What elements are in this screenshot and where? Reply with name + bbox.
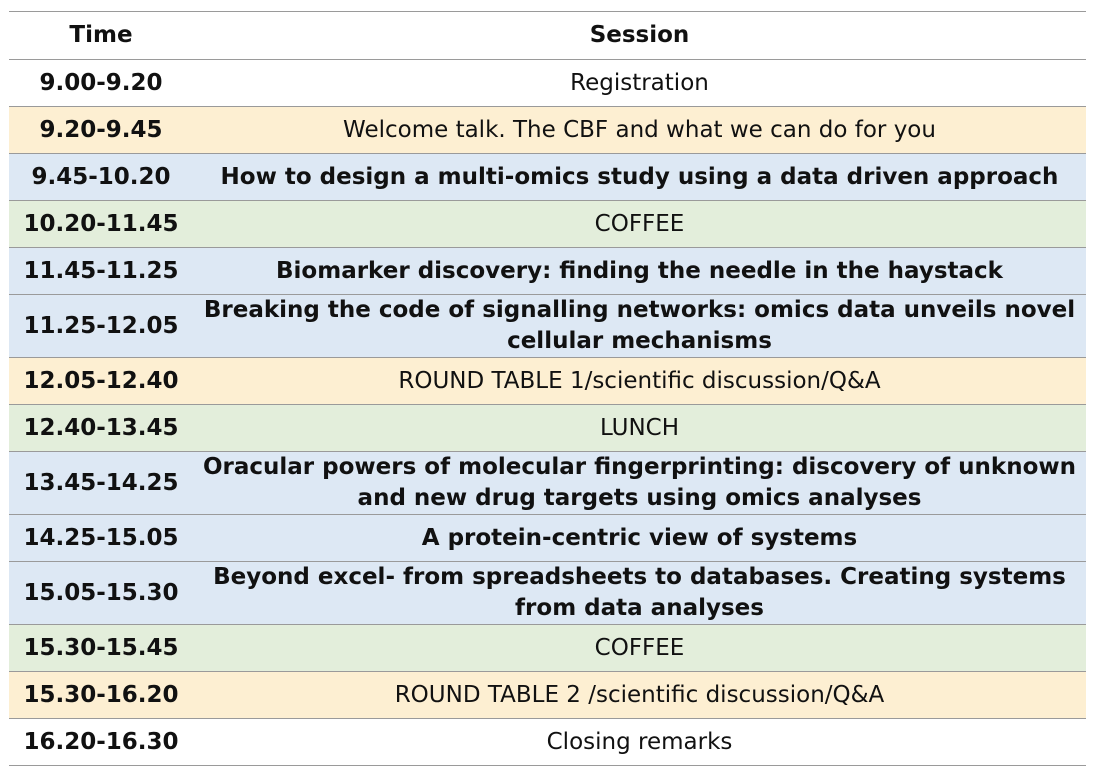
session-column-header: Session bbox=[193, 11, 1086, 60]
session-cell: Welcome talk. The CBF and what we can do… bbox=[193, 106, 1086, 154]
schedule-body: 9.00-9.20 Registration 9.20-9.45 Welcome ta… bbox=[9, 59, 1086, 766]
session-cell: A protein-centric view of systems bbox=[193, 514, 1086, 562]
table-row: 12.05-12.40 ROUND TABLE 1/scientific disc… bbox=[9, 357, 1086, 405]
table-row: 9.00-9.20 Registration bbox=[9, 59, 1086, 107]
time-cell: 13.45-14.25 bbox=[9, 451, 193, 515]
table-row: 14.25-15.05 A protein-centric view of sys… bbox=[9, 514, 1086, 562]
time-cell: 9.00-9.20 bbox=[9, 59, 193, 107]
session-cell: Closing remarks bbox=[193, 718, 1086, 766]
table-row: 13.45-14.25 Oracular powers of molecular … bbox=[9, 451, 1086, 515]
session-cell: Oracular powers of molecular fingerprint… bbox=[193, 451, 1086, 515]
session-cell: Biomarker discovery: finding the needle … bbox=[193, 247, 1086, 295]
time-cell: 12.40-13.45 bbox=[9, 404, 193, 452]
table-row: 15.30-15.45 COFFEE bbox=[9, 624, 1086, 672]
time-cell: 14.25-15.05 bbox=[9, 514, 193, 562]
session-cell: COFFEE bbox=[193, 200, 1086, 248]
table-row: 9.20-9.45 Welcome talk. The CBF and what … bbox=[9, 106, 1086, 154]
time-cell: 12.05-12.40 bbox=[9, 357, 193, 405]
session-cell: ROUND TABLE 1/scientific discussion/Q&A bbox=[193, 357, 1086, 405]
time-cell: 15.30-15.45 bbox=[9, 624, 193, 672]
time-cell: 15.30-16.20 bbox=[9, 671, 193, 719]
table-row: 9.45-10.20 How to design a multi-omics st… bbox=[9, 153, 1086, 201]
session-cell: How to design a multi-omics study using … bbox=[193, 153, 1086, 201]
time-cell: 9.45-10.20 bbox=[9, 153, 193, 201]
session-cell: COFFEE bbox=[193, 624, 1086, 672]
session-cell: Beyond excel- from spreadsheets to datab… bbox=[193, 561, 1086, 625]
schedule-table: Time Session 9.00-9.20 Registration 9.20-9… bbox=[9, 11, 1086, 766]
session-cell: ROUND TABLE 2 /scientific discussion/Q&A bbox=[193, 671, 1086, 719]
time-cell: 9.20-9.45 bbox=[9, 106, 193, 154]
table-row: 11.45-11.25 Biomarker discovery: finding … bbox=[9, 247, 1086, 295]
session-cell: LUNCH bbox=[193, 404, 1086, 452]
time-cell: 15.05-15.30 bbox=[9, 561, 193, 625]
table-row: 15.05-15.30 Beyond excel- from spreadshee… bbox=[9, 561, 1086, 625]
header-row: Time Session bbox=[9, 11, 1086, 60]
time-cell: 11.45-11.25 bbox=[9, 247, 193, 295]
table-row: 15.30-16.20 ROUND TABLE 2 /scientific dis… bbox=[9, 671, 1086, 719]
session-cell: Breaking the code of signalling networks… bbox=[193, 294, 1086, 358]
time-cell: 16.20-16.30 bbox=[9, 718, 193, 766]
table-row: 16.20-16.30 Closing remarks bbox=[9, 718, 1086, 766]
time-cell: 11.25-12.05 bbox=[9, 294, 193, 358]
table-row: 12.40-13.45 LUNCH bbox=[9, 404, 1086, 452]
table-row: 11.25-12.05 Breaking the code of signalli… bbox=[9, 294, 1086, 358]
time-cell: 10.20-11.45 bbox=[9, 200, 193, 248]
time-column-header: Time bbox=[9, 11, 193, 60]
table-row: 10.20-11.45 COFFEE bbox=[9, 200, 1086, 248]
session-cell: Registration bbox=[193, 59, 1086, 107]
